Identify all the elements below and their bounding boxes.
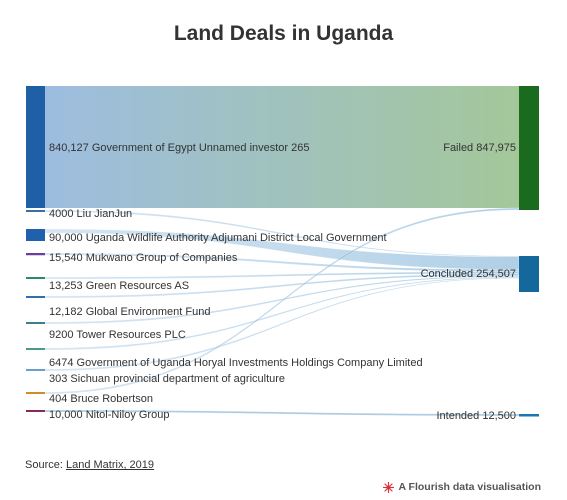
source-nodes-layer — [26, 86, 45, 412]
source-node-10 — [26, 392, 45, 394]
source-note: Source: Land Matrix, 2019 — [25, 459, 154, 471]
flourish-logo-icon — [383, 481, 395, 493]
target-label-intended: Intended 12,500 — [436, 410, 516, 422]
source-label-6: 12,182 Global Environment Fund — [49, 306, 210, 318]
source-label-9: 303 Sichuan provincial department of agr… — [49, 373, 285, 385]
source-node-5 — [26, 277, 45, 279]
sankey-chart: 840,127 Government of Egypt Unnamed inve… — [26, 86, 539, 422]
source-label-11: 10,000 Nitol-Niloy Group — [49, 409, 169, 421]
target-label-failed: Failed 847,975 — [443, 142, 516, 154]
source-node-7 — [26, 322, 45, 324]
source-node-1 — [26, 86, 45, 208]
source-label-3: 90,000 Uganda Wildlife Authority Adjuman… — [49, 232, 387, 244]
chart-title: Land Deals in Uganda — [173, 22, 394, 45]
target-label-concluded: Concluded 254,507 — [421, 268, 516, 280]
source-label-7: 9200 Tower Resources PLC — [49, 329, 186, 341]
source-label-8: 6474 Government of Uganda Horyal Investm… — [49, 357, 423, 369]
source-node-3 — [26, 229, 45, 241]
target-node-concluded — [519, 256, 539, 292]
labels-layer: 840,127 Government of Egypt Unnamed inve… — [49, 142, 516, 422]
source-link[interactable]: Land Matrix, 2019 — [65, 459, 155, 471]
source-node-9 — [26, 369, 45, 371]
source-node-2 — [26, 210, 45, 212]
source-node-8 — [26, 348, 45, 350]
source-node-11 — [26, 410, 45, 412]
source-label-5: 13,253 Green Resources AS — [49, 280, 189, 292]
source-label-10: 404 Bruce Robertson — [49, 393, 153, 405]
source-label-1: 840,127 Government of Egypt Unnamed inve… — [49, 142, 310, 154]
source-node-4 — [26, 253, 45, 256]
link-1 — [45, 86, 519, 208]
flourish-credit[interactable]: A Flourish data visualisation — [383, 481, 541, 493]
credit-text: A Flourish data visualisation — [398, 481, 541, 493]
target-node-failed — [519, 86, 539, 210]
source-label-4: 15,540 Mukwano Group of Companies — [49, 252, 238, 264]
source-node-6 — [26, 296, 45, 298]
source-label-2: 4000 Liu JianJun — [49, 208, 132, 220]
source-prefix: Source: — [25, 459, 66, 471]
links-layer — [44, 86, 520, 417]
target-node-intended — [519, 414, 539, 417]
target-nodes-layer — [519, 86, 539, 417]
